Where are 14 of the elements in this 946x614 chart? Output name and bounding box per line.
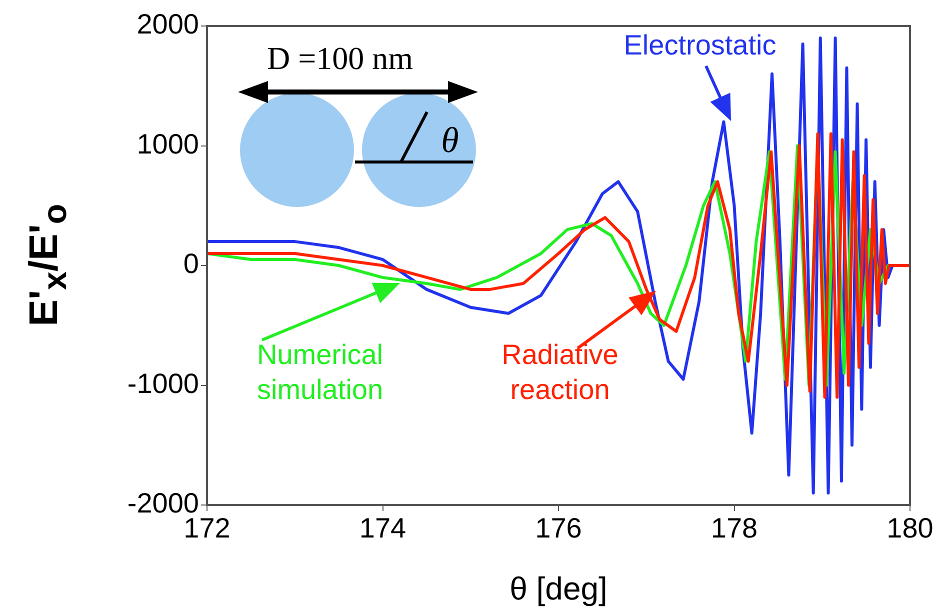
annotation: D =100 nm <box>266 40 414 76</box>
annotation: θ <box>441 120 459 160</box>
y-tick-label: -1000 <box>127 368 199 399</box>
x-tick-label: 176 <box>535 512 582 544</box>
x-axis-title: θ [deg] <box>510 570 608 607</box>
legend-label: Radiative reaction <box>500 338 620 407</box>
y-tick-label: 2000 <box>136 8 199 40</box>
x-tick-label: 174 <box>359 512 406 544</box>
y-tick-label: 1000 <box>136 128 199 160</box>
x-tick-label: 178 <box>710 512 758 544</box>
legend-label: Numerical simulation <box>256 338 384 407</box>
x-tick-label: 180 <box>886 512 934 544</box>
series-label: Electrostatic <box>622 28 778 62</box>
y-tick-label: 0 <box>183 248 199 280</box>
